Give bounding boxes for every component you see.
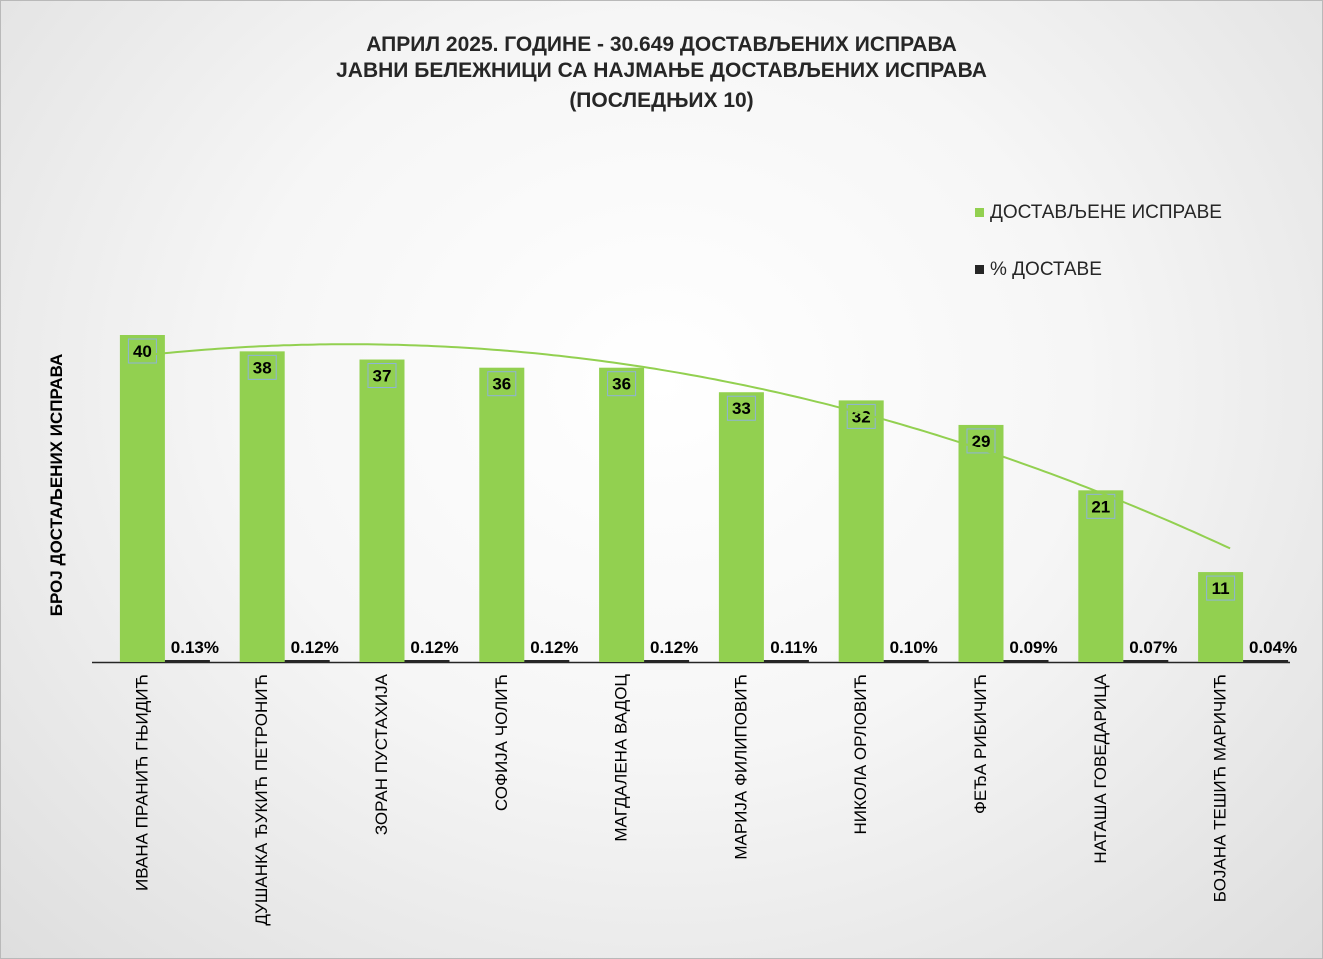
legend-item-delivered: ДОСТАВЉЕНЕ ИСПРАВЕ <box>975 202 1222 224</box>
percent-label: 0.04% <box>1249 638 1297 657</box>
bar <box>599 367 645 662</box>
bar <box>119 335 165 662</box>
value-label: 36 <box>612 375 631 394</box>
legend-label-delivered: ДОСТАВЉЕНЕ ИСПРАВЕ <box>990 202 1222 223</box>
category-label: НАТАША ГОВЕДАРИЦА <box>1091 673 1110 863</box>
category-label: ФЕЂА РИБИЧИЋ <box>971 674 990 814</box>
percent-bar <box>883 660 929 662</box>
bar <box>239 351 285 662</box>
percent-bar <box>404 660 450 662</box>
percent-bar <box>284 660 330 662</box>
chart-title-line-1: АПРИЛ 2025. ГОДИНЕ - 30.649 ДОСТАВЉЕНИХ … <box>366 33 957 56</box>
value-label: 40 <box>133 342 152 361</box>
percent-bar <box>1243 660 1289 662</box>
percent-label: 0.12% <box>530 638 578 657</box>
percent-label: 0.07% <box>1129 638 1177 657</box>
percent-bar <box>1003 660 1049 662</box>
percent-bar <box>644 660 690 662</box>
legend-swatch-delivered <box>975 208 984 217</box>
bar <box>718 392 764 662</box>
bar <box>479 367 525 662</box>
value-label: 37 <box>373 367 392 386</box>
value-label-box <box>127 338 157 364</box>
percent-bar <box>524 660 570 662</box>
bar <box>958 424 1004 662</box>
value-label-box <box>247 354 277 380</box>
value-label-box <box>1086 493 1116 519</box>
percent-label: 0.11% <box>770 638 817 657</box>
value-label-box <box>726 395 756 421</box>
percent-label: 0.09% <box>1009 638 1057 657</box>
legend-item-percent: % ДОСТАВЕ <box>975 259 1102 281</box>
category-label: МАГДАЛЕНА ВАДОЦ <box>612 674 631 842</box>
legend-swatch-percent <box>975 265 984 274</box>
percent-bar <box>1123 660 1169 662</box>
value-label: 21 <box>1091 497 1110 516</box>
category-label: ДУШАНКА ЂУКИЋ ПЕТРОНИЋ <box>252 674 271 926</box>
percent-label: 0.13% <box>171 638 219 657</box>
bar <box>1078 490 1124 662</box>
bar <box>1198 572 1244 662</box>
category-label: СОФИЈА ЧОЛИЋ <box>492 674 511 811</box>
category-label: МАРИЈА ФИЛИПОВИЋ <box>731 674 750 860</box>
value-label: 36 <box>492 375 511 394</box>
category-label: БОЈАНА ТЕШИЋ МАРИЧИЋ <box>1211 674 1230 902</box>
value-label: 38 <box>253 358 272 377</box>
percent-label: 0.12% <box>410 638 458 657</box>
percent-bar <box>164 660 210 662</box>
value-label: 33 <box>732 399 751 418</box>
value-label-box <box>487 371 517 397</box>
value-label-box <box>1206 575 1236 601</box>
value-label-box <box>607 371 637 397</box>
category-label: ЗОРАН ПУСТАХИЈА <box>372 673 391 835</box>
category-label: НИКОЛА ОРЛОВИЋ <box>851 674 870 835</box>
value-label: 32 <box>852 407 871 426</box>
percent-label: 0.12% <box>650 638 698 657</box>
chart-title-line-2: ЈАВНИ БЕЛЕЖНИЦИ СА НАЈМАЊЕ ДОСТАВЉЕНИХ И… <box>336 59 987 82</box>
trendline <box>151 343 1231 550</box>
bar <box>359 359 405 662</box>
legend-label-percent: % ДОСТАВЕ <box>990 259 1102 280</box>
value-label-box <box>966 428 996 454</box>
percent-label: 0.12% <box>291 638 339 657</box>
bar <box>838 400 884 662</box>
category-label: ИВАНА ПРАНИЋ ГЊИДИЋ <box>132 674 151 891</box>
value-label-box <box>367 363 397 389</box>
value-label: 29 <box>972 432 991 451</box>
percent-label: 0.10% <box>890 638 938 657</box>
chart-title-line-3: (ПОСЛЕДЊИХ 10) <box>569 89 754 112</box>
value-label: 11 <box>1212 579 1230 598</box>
percent-bar <box>763 660 809 662</box>
